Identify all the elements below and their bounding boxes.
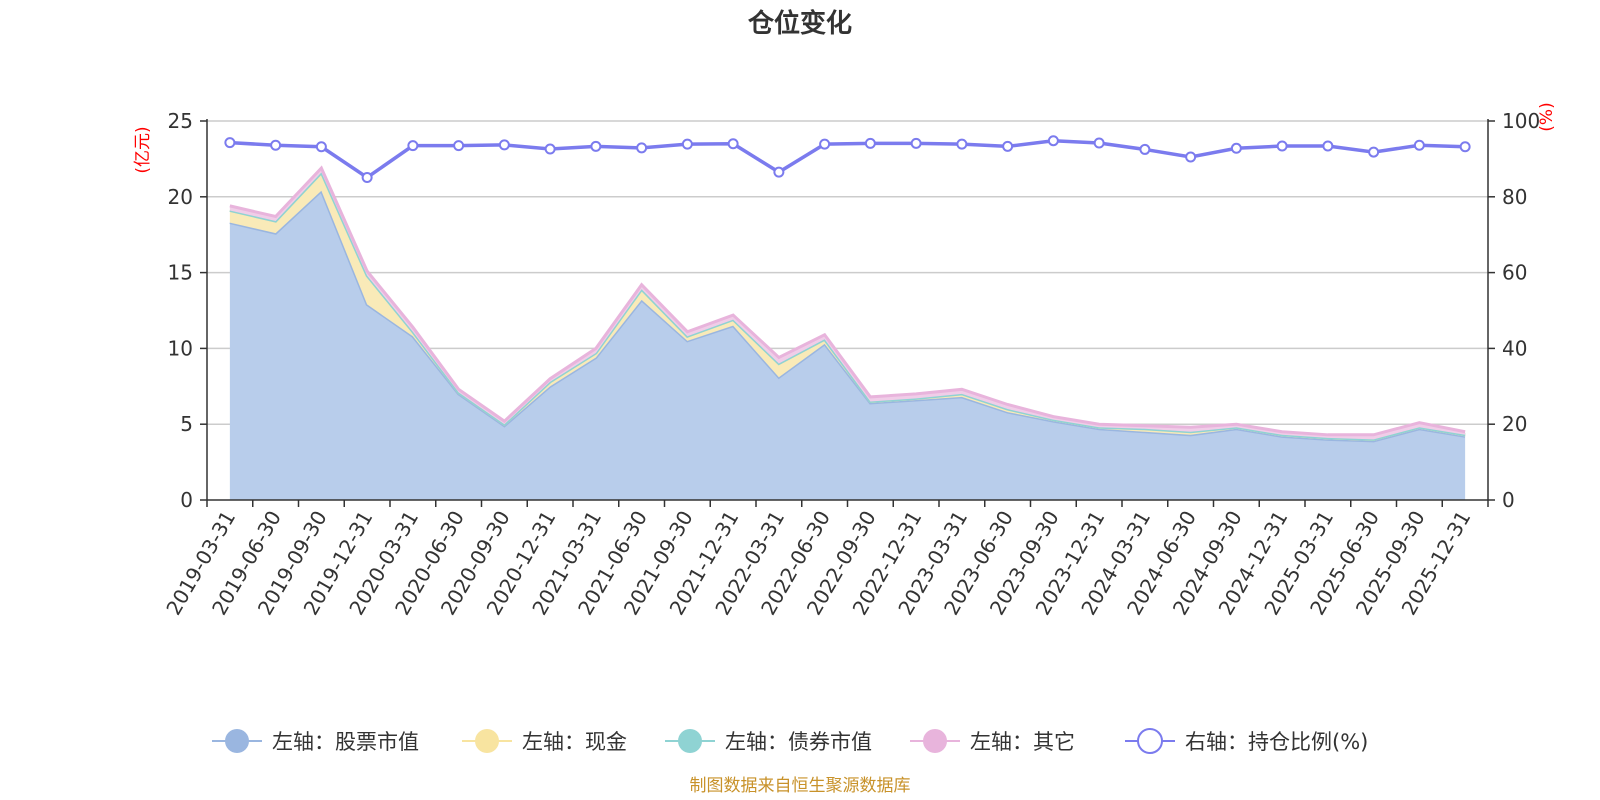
ratio-line: [224, 135, 1471, 183]
ratio-point: [224, 137, 236, 149]
ratio-point: [636, 142, 648, 154]
legend-label: 左轴：股票市值: [272, 730, 419, 754]
legend-item[interactable]: 右轴：持仓比例(%): [1125, 728, 1368, 754]
ratio-point: [361, 171, 373, 183]
ratio-point: [1139, 143, 1151, 155]
ratio-point: [315, 141, 327, 153]
ratio-point: [910, 137, 922, 149]
y-left-tick-label: 10: [168, 336, 193, 360]
legend-label: 左轴：债券市值: [725, 730, 872, 754]
ratio-point: [1322, 140, 1334, 152]
chart-title: 仓位变化: [747, 8, 852, 39]
ratio-point: [498, 139, 510, 151]
y-left-tick-label: 20: [168, 185, 193, 209]
legend: 左轴：股票市值 左轴：现金 左轴：债券市值 左轴：其它 右轴：持仓比例(%): [212, 728, 1368, 754]
ratio-point: [727, 138, 739, 150]
plot-area: [229, 165, 1466, 500]
ratio-point: [1185, 151, 1197, 163]
legend-swatch-marker: [678, 729, 702, 753]
area-edge-左轴：其它: [229, 165, 1466, 437]
ratio-point: [1230, 142, 1242, 154]
ratio-point: [1093, 137, 1105, 149]
y-right-tick-label: 60: [1502, 261, 1527, 285]
ratio-point: [1002, 140, 1014, 152]
legend-item[interactable]: 左轴：债券市值: [665, 729, 872, 754]
legend-swatch-marker: [475, 729, 499, 753]
ratio-point: [453, 140, 465, 152]
legend-label: 右轴：持仓比例(%): [1185, 730, 1368, 754]
legend-item[interactable]: 左轴：其它: [910, 729, 1075, 754]
source-note: 制图数据来自恒生聚源数据库: [690, 776, 911, 796]
ratio-point: [544, 143, 556, 155]
ratio-point: [270, 139, 282, 151]
y-right-tick-label: 40: [1502, 336, 1527, 360]
ratio-point: [407, 140, 419, 152]
ratio-point: [819, 138, 831, 150]
ratio-point: [1459, 141, 1471, 153]
ratio-point: [681, 138, 693, 150]
y-right-tick-label: 0: [1502, 488, 1515, 512]
legend-item[interactable]: 左轴：现金: [462, 729, 627, 754]
ratio-point: [864, 137, 876, 149]
ratio-point: [1368, 146, 1380, 158]
legend-label: 左轴：现金: [522, 730, 627, 754]
y-right-tick-label: 20: [1502, 412, 1527, 436]
ratio-point: [1047, 135, 1059, 147]
ratio-series-line: [229, 138, 1466, 180]
y-right-unit-label: (%): [1537, 102, 1557, 131]
legend-swatch-marker: [225, 729, 249, 753]
ratio-point: [773, 166, 785, 178]
y-right-tick-label: 80: [1502, 185, 1527, 209]
y-left-tick-label: 15: [168, 261, 193, 285]
ratio-point: [956, 138, 968, 150]
ratio-point: [1413, 139, 1425, 151]
legend-item[interactable]: 左轴：股票市值: [212, 729, 419, 754]
y-left-unit-label: (亿元): [133, 126, 153, 173]
area-左轴：股票市值: [229, 190, 1466, 500]
legend-swatch-marker: [923, 729, 947, 753]
ratio-point: [1276, 140, 1288, 152]
y-left-tick-label: 25: [168, 109, 193, 133]
legend-label: 左轴：其它: [970, 730, 1075, 754]
y-left-tick-label: 0: [180, 488, 193, 512]
ratio-point: [590, 140, 602, 152]
y-right-tick-label: 100: [1502, 109, 1540, 133]
y-left-tick-label: 5: [180, 412, 193, 436]
legend-swatch-marker: [1137, 728, 1163, 754]
